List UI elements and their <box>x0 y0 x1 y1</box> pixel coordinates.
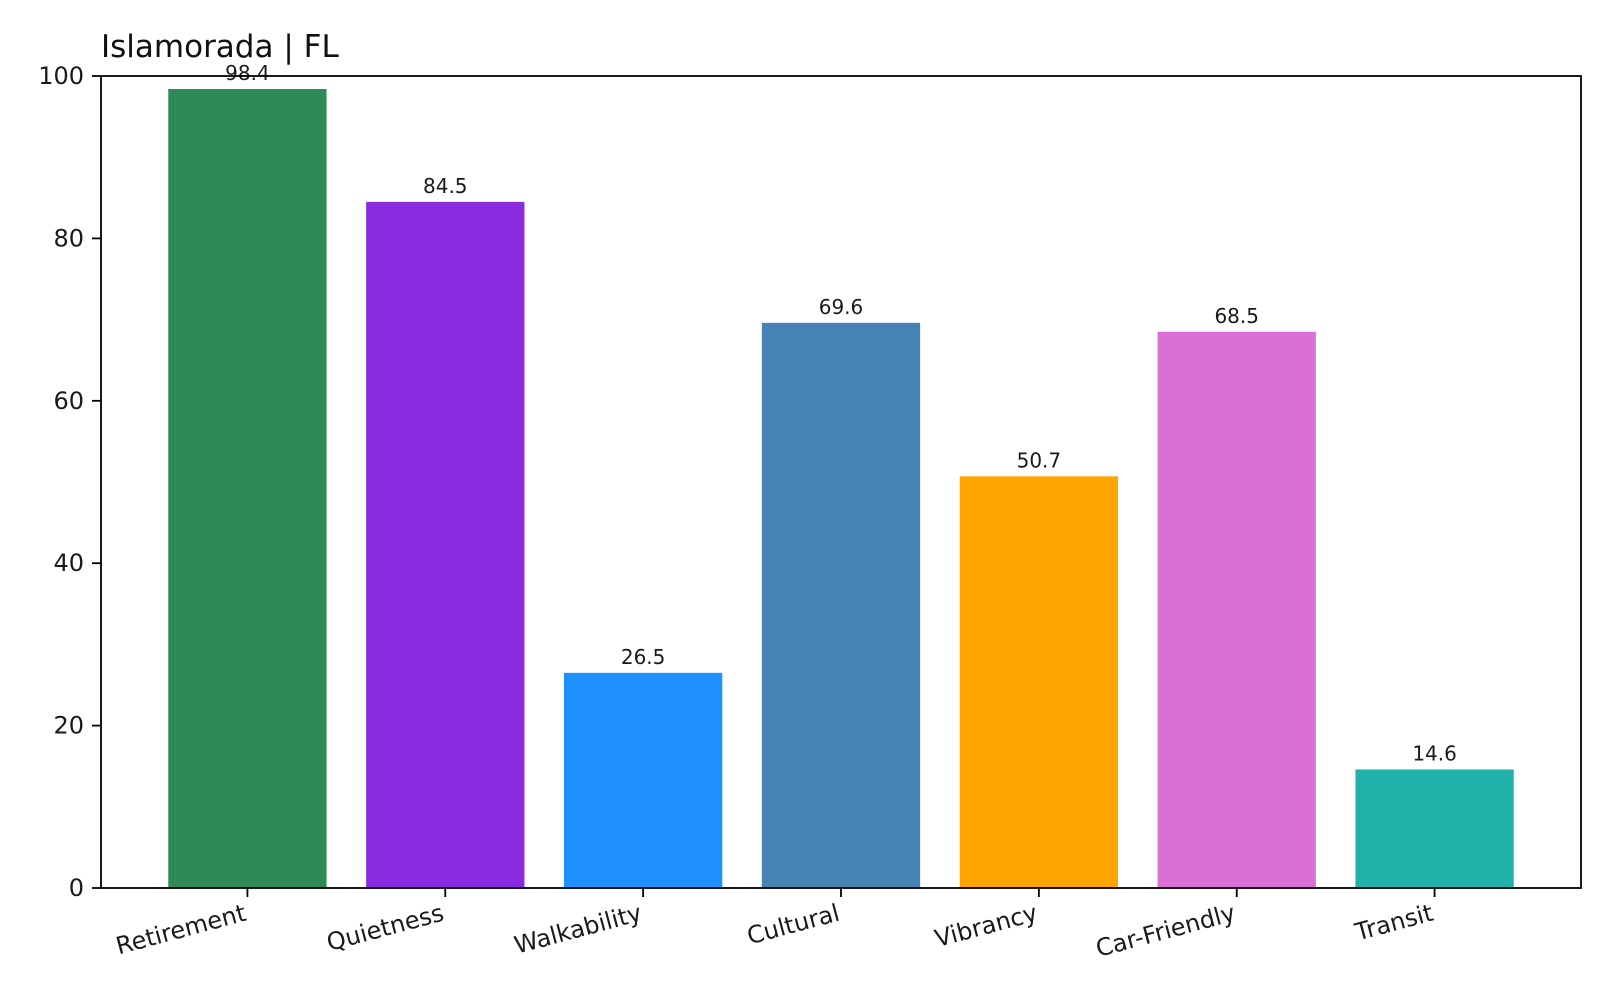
x-axis: Retirement Quietness Walkability Cultural Vi… <box>113 888 1436 963</box>
chart-title: Islamorada | FL <box>101 29 339 65</box>
y-tick-label: 0 <box>69 874 84 902</box>
data-label: 50.7 <box>1017 448 1062 472</box>
bar-retirement <box>168 88 327 888</box>
y-tick-label: 80 <box>53 224 84 252</box>
x-tick-label: Car-Friendly <box>1093 899 1239 963</box>
data-label: 14.6 <box>1412 741 1457 765</box>
x-tick-label: Transit <box>1351 899 1436 947</box>
y-tick-label: 40 <box>53 549 84 577</box>
y-axis: 0 20 40 60 80 100 <box>38 62 101 902</box>
bar-cultural <box>761 322 921 888</box>
bars-layer <box>168 88 1514 889</box>
x-tick-label: Quietness <box>324 899 447 957</box>
x-tick-label: Walkability <box>511 899 644 960</box>
bar-car-friendly <box>1157 331 1316 888</box>
data-labels-layer: 98.4 84.5 26.5 69.6 50.7 68.5 14.6 <box>225 61 1457 765</box>
data-label: 69.6 <box>819 295 864 319</box>
bar-vibrancy <box>959 476 1119 888</box>
data-label: 68.5 <box>1214 304 1259 328</box>
y-tick-label: 20 <box>53 712 84 740</box>
x-tick-label: Vibrancy <box>932 899 1041 953</box>
data-label: 26.5 <box>621 645 666 669</box>
bar-quietness <box>366 201 525 889</box>
bar-walkability <box>563 672 723 888</box>
data-label: 98.4 <box>225 61 270 85</box>
x-tick-label: Cultural <box>744 899 843 951</box>
y-tick-label: 60 <box>53 387 84 415</box>
data-label: 84.5 <box>423 174 468 198</box>
bar-transit <box>1355 769 1514 888</box>
y-tick-label: 100 <box>38 62 84 90</box>
x-tick-label: Retirement <box>113 899 249 961</box>
